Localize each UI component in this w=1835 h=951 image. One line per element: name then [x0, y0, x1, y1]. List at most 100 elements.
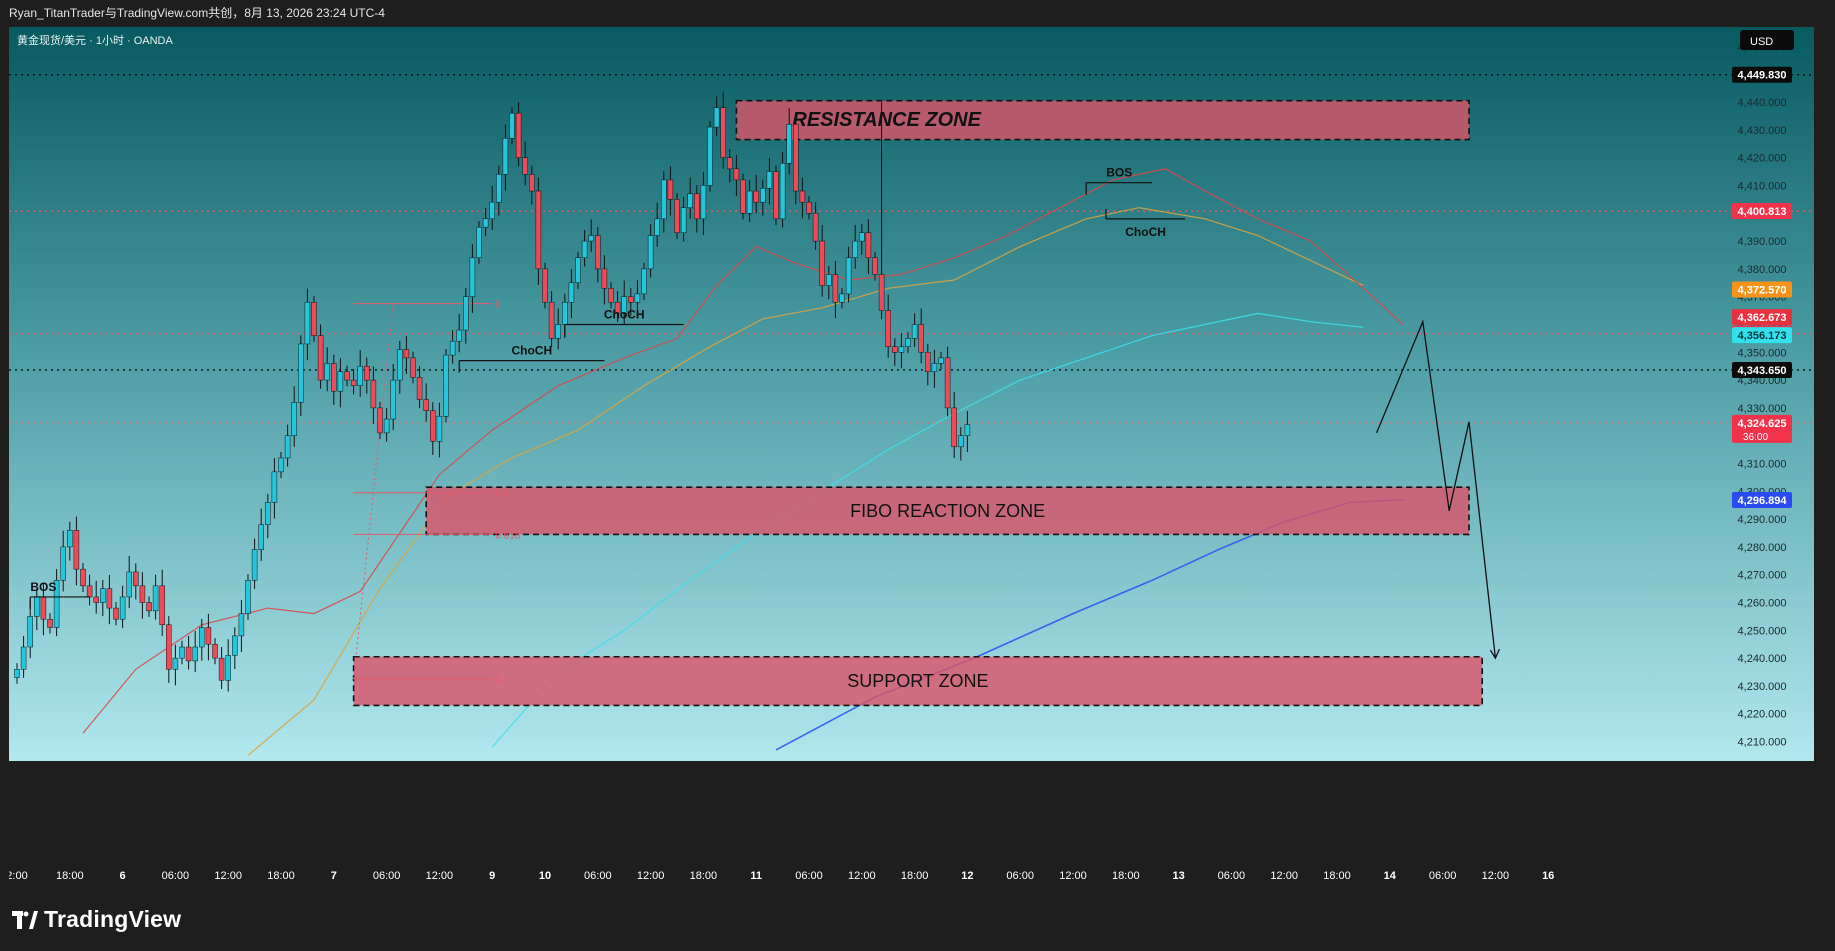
currency-badge[interactable]: USD: [1740, 30, 1794, 50]
price-label-bg-0: [1732, 66, 1792, 83]
y-tick-label-18: 4,390.000: [1738, 236, 1787, 248]
candle-body-116: [779, 162, 786, 220]
y-tick-label-23: 4,440.000: [1738, 97, 1787, 109]
candle-body-29: [205, 627, 212, 645]
structure-label-2: ChoCH: [604, 307, 645, 321]
candle-body-67: [456, 329, 462, 342]
y-tick-label-13: 4,340.000: [1738, 375, 1787, 387]
projection-path: [1375, 319, 1497, 659]
candle-body-105: [707, 126, 713, 186]
chart-share-header: Ryan_TitanTrader与TradingView.com共创，8月 13…: [0, 0, 1835, 27]
candle-body-103: [694, 193, 700, 220]
candle-body-83: [562, 302, 568, 325]
y-tick-label-8: 4,290.000: [1738, 514, 1787, 526]
candle-body-137: [918, 324, 924, 353]
x-tick-label-0: 2:00: [9, 870, 28, 882]
x-tick-label-18: 12: [961, 870, 973, 882]
candle-body-45: [311, 302, 317, 336]
candle-body-25: [179, 646, 185, 659]
candle-body-87: [588, 235, 594, 242]
candle-body-119: [799, 190, 806, 203]
candle-body-34: [238, 613, 245, 637]
candle-body-108: [727, 157, 733, 170]
candle-body-65: [443, 354, 449, 417]
candle-body-86: [581, 240, 588, 259]
x-tick-label-27: 06:00: [1429, 870, 1457, 882]
candle-body-2: [27, 616, 33, 648]
candle-body-54: [370, 379, 377, 409]
candle-body-95: [641, 268, 647, 295]
candle-body-121: [812, 213, 819, 242]
candle-body-1: [20, 646, 27, 670]
candle-body-76: [515, 112, 522, 158]
fib-level-label-2: 0.618: [495, 530, 520, 541]
price-label-5: 4,356.173: [1738, 330, 1787, 342]
fib-level-label-3: 1: [495, 675, 501, 686]
candle-body-143: [958, 435, 964, 448]
chart-frame[interactable]: RESISTANCE ZONE FIBO REACTION ZONE SUPPORT…: [9, 27, 1825, 889]
x-tick-label-1: 18:00: [56, 870, 84, 882]
price-label-8: 4,296.894: [1738, 495, 1788, 507]
candle-body-68: [463, 296, 469, 331]
candle-body-114: [766, 171, 773, 189]
candle-body-109: [733, 168, 740, 181]
candle-body-112: [753, 190, 759, 203]
candle-body-43: [298, 343, 304, 403]
candle-body-98: [661, 179, 667, 220]
price-chart[interactable]: RESISTANCE ZONE FIBO REACTION ZONE SUPPORT…: [9, 27, 1825, 889]
share-caption: Ryan_TitanTrader与TradingView.com共创，8月 13…: [9, 6, 385, 20]
zone-label-0: RESISTANCE ZONE: [792, 109, 981, 131]
price-label-1: 4,400.813: [1738, 206, 1787, 218]
candle-body-110: [740, 179, 746, 214]
price-label-6: 4,343.650: [1738, 365, 1787, 377]
candle-body-77: [522, 157, 528, 175]
y-tick-label-17: 4,380.000: [1738, 264, 1787, 276]
candle-body-19: [139, 585, 146, 603]
y-tick-label-14: 4,350.000: [1738, 347, 1787, 359]
candle-body-55: [377, 407, 383, 434]
candle-body-49: [337, 371, 344, 392]
candle-body-31: [218, 657, 225, 681]
zones: RESISTANCE ZONE FIBO REACTION ZONE SUPPORT…: [352, 99, 1483, 707]
candle-body-126: [845, 257, 852, 295]
logo-text: TradingView: [44, 906, 182, 932]
y-tick-label-3: 4,240.000: [1738, 653, 1787, 665]
x-tick-label-17: 18:00: [901, 870, 929, 882]
candle-body-3: [34, 596, 40, 617]
candle-body-117: [786, 124, 792, 164]
candle-body-81: [548, 302, 555, 339]
y-tick-label-4: 4,250.000: [1738, 625, 1787, 637]
candle-body-136: [911, 324, 918, 339]
candle-body-127: [852, 240, 858, 259]
candle-body-142: [951, 407, 957, 448]
x-tick-label-4: 12:00: [214, 870, 242, 882]
x-tick-label-9: 9: [489, 870, 495, 882]
y-tick-label-5: 4,260.000: [1738, 598, 1787, 610]
tradingview-logo[interactable]: TradingView: [12, 906, 181, 933]
candle-body-100: [674, 199, 680, 233]
candle-body-75: [509, 112, 515, 139]
zone-label-2: SUPPORT ZONE: [847, 671, 988, 691]
projection-arrowhead: [1489, 648, 1500, 660]
candle-body-47: [324, 363, 330, 381]
candle-body-66: [449, 340, 456, 356]
price-label-2: 4,372.570: [1738, 285, 1787, 297]
price-label-countdown: 36:00: [1743, 432, 1768, 443]
candle-body-99: [667, 179, 674, 200]
candle-body-140: [938, 357, 944, 364]
candle-body-74: [502, 137, 509, 175]
candle-body-101: [680, 207, 687, 233]
plot-background: [9, 27, 1814, 761]
symbol-legend[interactable]: 黄金现货/美元 · 1小时 · OANDA: [17, 33, 174, 47]
candle-body-118: [793, 124, 799, 192]
candle-body-115: [773, 171, 779, 220]
candle-body-50: [344, 371, 350, 381]
price-label-bg-3: [1732, 309, 1792, 326]
time-axis[interactable]: 2:00 18:00 6 06:00 12:00 18:00 7 06:00 12:00 9 10 0…: [9, 870, 1554, 882]
candle-body-131: [878, 274, 885, 311]
candles: [14, 91, 971, 692]
candle-body-33: [232, 635, 238, 656]
x-tick-label-24: 12:00: [1270, 870, 1298, 882]
candle-body-40: [278, 457, 284, 473]
x-tick-label-8: 12:00: [426, 870, 454, 882]
